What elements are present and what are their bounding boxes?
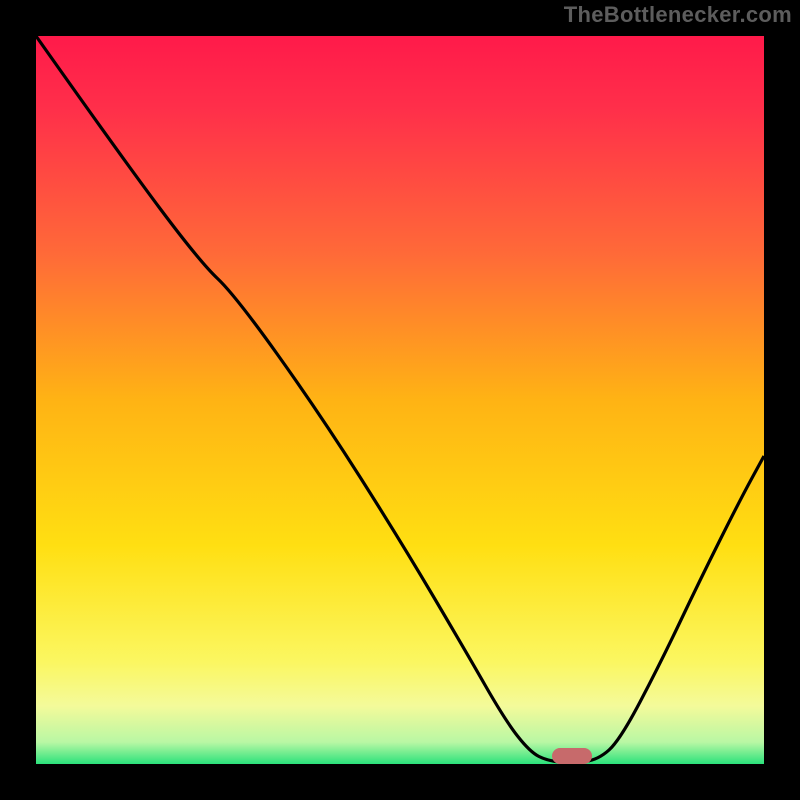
chart-container: TheBottlenecker.com <box>0 0 800 800</box>
optimum-marker <box>552 748 592 764</box>
curve-layer <box>0 0 800 800</box>
bottleneck-curve <box>36 36 764 762</box>
watermark-text: TheBottlenecker.com <box>564 2 792 28</box>
